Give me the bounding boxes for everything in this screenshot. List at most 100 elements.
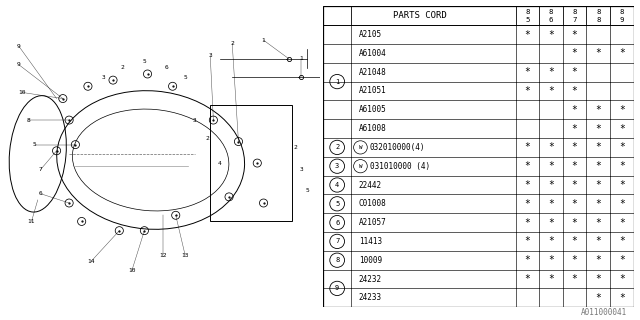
Text: *: * bbox=[572, 255, 577, 265]
Text: *: * bbox=[548, 67, 554, 77]
Text: 3: 3 bbox=[102, 75, 106, 80]
Text: 031010000 (4): 031010000 (4) bbox=[370, 162, 430, 171]
Text: 5: 5 bbox=[335, 201, 339, 207]
Text: *: * bbox=[595, 105, 601, 115]
Text: 9: 9 bbox=[17, 62, 21, 67]
Text: 5: 5 bbox=[525, 17, 530, 23]
Text: 10: 10 bbox=[128, 268, 136, 273]
Text: 11: 11 bbox=[28, 219, 35, 224]
Text: W: W bbox=[358, 164, 362, 169]
Text: 7: 7 bbox=[39, 167, 43, 172]
Text: 032010000(4): 032010000(4) bbox=[370, 143, 425, 152]
Text: 8: 8 bbox=[26, 117, 30, 123]
Text: *: * bbox=[595, 124, 601, 134]
Text: *: * bbox=[525, 236, 531, 246]
Text: 8: 8 bbox=[549, 9, 553, 15]
Text: 14: 14 bbox=[87, 259, 95, 264]
Text: 6: 6 bbox=[164, 65, 168, 70]
Text: 1: 1 bbox=[262, 38, 266, 43]
Text: 22442: 22442 bbox=[359, 180, 382, 189]
Text: A61004: A61004 bbox=[359, 49, 387, 58]
Text: A011000041: A011000041 bbox=[581, 308, 627, 317]
Text: 8: 8 bbox=[335, 257, 339, 263]
Text: *: * bbox=[572, 67, 577, 77]
Text: *: * bbox=[572, 29, 577, 40]
Text: 9: 9 bbox=[620, 17, 624, 23]
Text: A61008: A61008 bbox=[359, 124, 387, 133]
Text: *: * bbox=[548, 29, 554, 40]
Text: 13: 13 bbox=[181, 253, 189, 258]
Text: *: * bbox=[595, 236, 601, 246]
Text: *: * bbox=[619, 293, 625, 303]
Text: 5: 5 bbox=[33, 142, 36, 147]
Text: 7: 7 bbox=[335, 238, 339, 244]
Text: *: * bbox=[525, 199, 531, 209]
Text: *: * bbox=[595, 293, 601, 303]
Text: *: * bbox=[595, 255, 601, 265]
Text: 2: 2 bbox=[120, 65, 124, 70]
Text: 4: 4 bbox=[335, 182, 339, 188]
Text: *: * bbox=[619, 48, 625, 58]
Text: *: * bbox=[525, 180, 531, 190]
Text: *: * bbox=[572, 124, 577, 134]
Text: *: * bbox=[619, 274, 625, 284]
Text: 9: 9 bbox=[335, 285, 339, 292]
Text: *: * bbox=[572, 199, 577, 209]
Text: *: * bbox=[572, 161, 577, 171]
Text: C01008: C01008 bbox=[359, 199, 387, 208]
Text: *: * bbox=[548, 142, 554, 152]
Text: *: * bbox=[595, 48, 601, 58]
Text: *: * bbox=[619, 124, 625, 134]
Text: 2: 2 bbox=[230, 41, 234, 46]
Text: 8: 8 bbox=[620, 9, 624, 15]
Text: *: * bbox=[548, 274, 554, 284]
Text: *: * bbox=[548, 218, 554, 228]
Text: W: W bbox=[358, 145, 362, 150]
Text: *: * bbox=[572, 274, 577, 284]
Text: 11413: 11413 bbox=[359, 237, 382, 246]
Text: *: * bbox=[548, 236, 554, 246]
Text: 2: 2 bbox=[205, 136, 209, 141]
Text: 8: 8 bbox=[596, 17, 600, 23]
Text: *: * bbox=[619, 218, 625, 228]
Text: 5: 5 bbox=[183, 75, 187, 80]
Text: 3: 3 bbox=[209, 53, 212, 58]
Text: *: * bbox=[595, 218, 601, 228]
Text: A2105: A2105 bbox=[359, 30, 382, 39]
Text: *: * bbox=[595, 180, 601, 190]
Text: PARTS CORD: PARTS CORD bbox=[392, 11, 446, 20]
Text: *: * bbox=[619, 236, 625, 246]
Text: 6: 6 bbox=[549, 17, 553, 23]
Text: 3: 3 bbox=[300, 167, 303, 172]
Text: A61005: A61005 bbox=[359, 105, 387, 114]
Text: *: * bbox=[525, 67, 531, 77]
Text: A21051: A21051 bbox=[359, 86, 387, 95]
Text: *: * bbox=[572, 180, 577, 190]
Text: 10: 10 bbox=[19, 90, 26, 95]
Text: *: * bbox=[619, 180, 625, 190]
Text: *: * bbox=[619, 255, 625, 265]
Text: 2: 2 bbox=[335, 144, 339, 150]
Text: *: * bbox=[619, 142, 625, 152]
Text: *: * bbox=[572, 48, 577, 58]
Text: *: * bbox=[572, 236, 577, 246]
Text: 5: 5 bbox=[143, 59, 147, 64]
Text: *: * bbox=[619, 161, 625, 171]
Text: *: * bbox=[525, 274, 531, 284]
Text: 2: 2 bbox=[293, 145, 297, 150]
Text: 3: 3 bbox=[193, 117, 196, 123]
Text: 12: 12 bbox=[159, 253, 167, 258]
Text: 3: 3 bbox=[335, 163, 339, 169]
Text: 6: 6 bbox=[335, 220, 339, 226]
Text: 8: 8 bbox=[572, 9, 577, 15]
Text: *: * bbox=[572, 218, 577, 228]
Text: 1: 1 bbox=[335, 79, 339, 84]
Text: 10009: 10009 bbox=[359, 256, 382, 265]
Text: *: * bbox=[525, 161, 531, 171]
Text: *: * bbox=[525, 29, 531, 40]
Text: 9: 9 bbox=[17, 44, 21, 49]
Text: A21057: A21057 bbox=[359, 218, 387, 227]
Text: 7: 7 bbox=[572, 17, 577, 23]
Text: *: * bbox=[548, 180, 554, 190]
Text: *: * bbox=[572, 105, 577, 115]
